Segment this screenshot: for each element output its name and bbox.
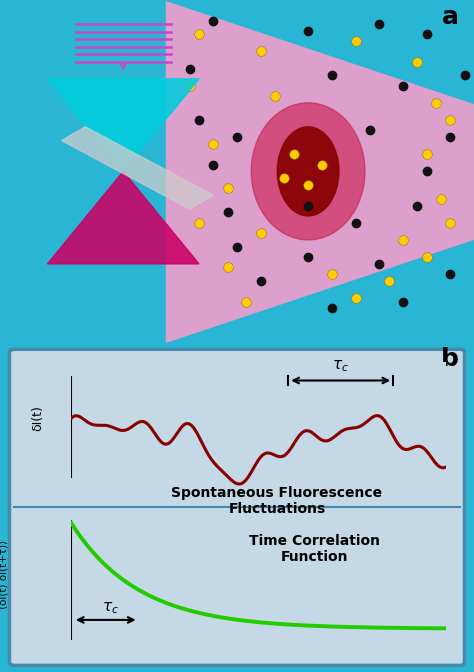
Bar	[166, 0, 474, 343]
Text: a: a	[442, 5, 459, 29]
Text: ⟨δI(t) δI(t+τ)⟩: ⟨δI(t) δI(t+τ)⟩	[0, 540, 9, 609]
FancyBboxPatch shape	[9, 349, 465, 665]
Ellipse shape	[251, 103, 365, 240]
Text: Time Correlation
Function: Time Correlation Function	[249, 534, 380, 564]
Polygon shape	[166, 240, 474, 343]
Text: δI(t): δI(t)	[31, 405, 44, 431]
Text: b: b	[441, 347, 459, 371]
Polygon shape	[166, 0, 474, 103]
Polygon shape	[47, 79, 199, 171]
Text: Spontaneous Fluorescence
Fluctuations: Spontaneous Fluorescence Fluctuations	[172, 486, 383, 516]
Polygon shape	[47, 171, 199, 264]
Text: $\tau_c$: $\tau_c$	[332, 358, 349, 374]
Polygon shape	[62, 127, 213, 209]
Text: $\tau_c$: $\tau_c$	[102, 601, 119, 616]
Ellipse shape	[277, 127, 339, 216]
